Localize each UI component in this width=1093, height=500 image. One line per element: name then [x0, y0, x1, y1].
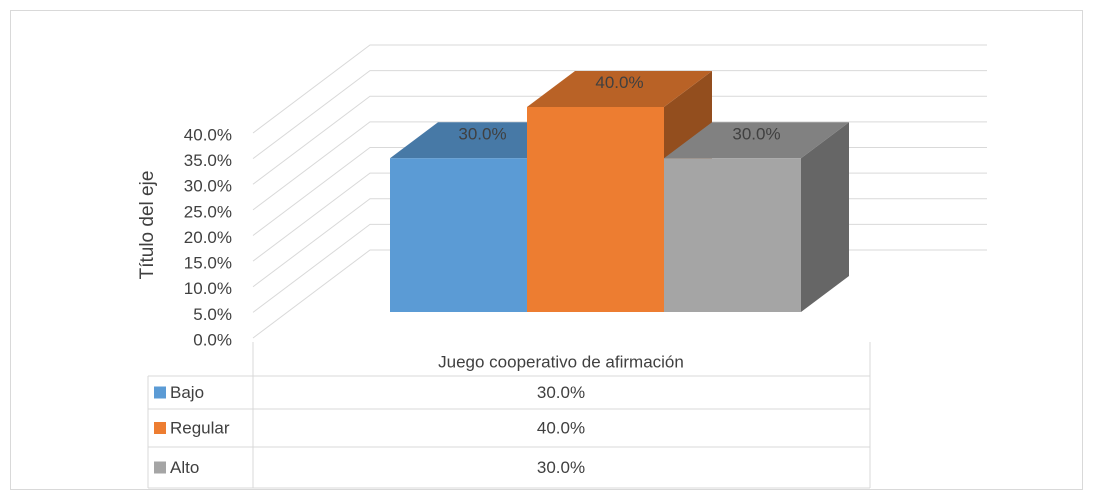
table-value: 30.0% — [537, 458, 585, 477]
bar-side — [801, 122, 849, 312]
y-tick-label: 40.0% — [184, 125, 232, 144]
grid-line — [252, 70, 987, 160]
value-label: 30.0% — [458, 124, 506, 143]
legend-swatch — [154, 386, 166, 399]
bar-top — [664, 122, 849, 159]
table-value: 40.0% — [537, 418, 585, 437]
y-tick-label: 15.0% — [184, 254, 232, 273]
y-axis-title: Título del eje — [137, 171, 158, 280]
bar — [390, 158, 527, 312]
bar-top — [527, 71, 712, 107]
y-tick-label: 5.0% — [193, 305, 232, 324]
legend-label: Bajo — [170, 383, 204, 402]
grid-line — [252, 95, 987, 185]
bar — [664, 158, 801, 312]
legend-swatch — [154, 422, 166, 434]
value-label: 40.0% — [595, 73, 643, 92]
y-tick-label: 20.0% — [184, 228, 232, 247]
legend-label: Regular — [170, 418, 230, 437]
y-tick-label: 10.0% — [184, 279, 232, 298]
grid-line — [252, 121, 987, 211]
legend-label: Alto — [170, 458, 199, 477]
table-value: 30.0% — [537, 383, 585, 402]
category-label: Juego cooperativo de afirmación — [438, 352, 684, 371]
y-tick-label: 0.0% — [193, 330, 232, 349]
y-tick-label: 25.0% — [184, 202, 232, 221]
grid-line — [252, 44, 987, 134]
y-tick-label: 30.0% — [184, 177, 232, 196]
legend-swatch — [154, 461, 166, 474]
value-label: 30.0% — [732, 124, 780, 143]
bar — [527, 107, 664, 312]
y-tick-label: 35.0% — [184, 151, 232, 170]
